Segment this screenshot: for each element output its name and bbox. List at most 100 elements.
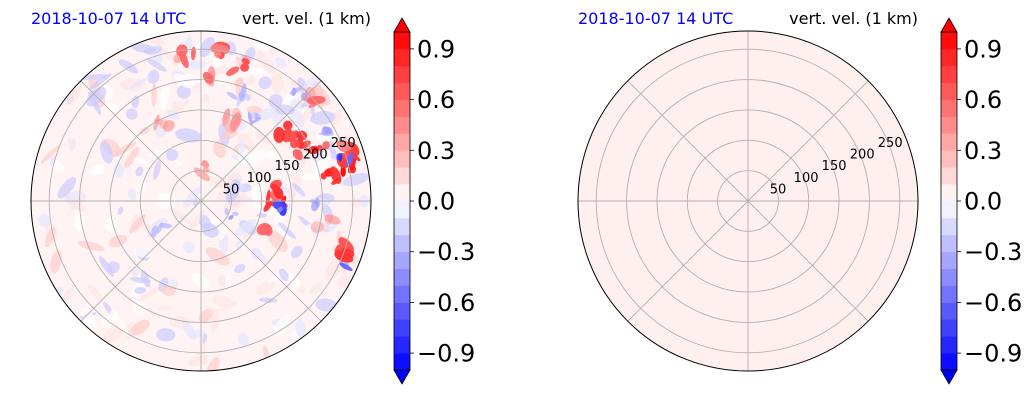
velocity-cell: [246, 105, 263, 114]
velocity-cell: [277, 206, 283, 213]
azimuth-line: [80, 200, 202, 322]
velocity-cell: [274, 57, 287, 68]
colorbar-segment: [394, 336, 410, 354]
velocity-cell: [162, 120, 175, 132]
colorbar-segment: [394, 285, 410, 303]
radial-tick-label: 250: [331, 136, 356, 151]
colorbar-segment: [941, 82, 957, 100]
velocity-cell: [350, 197, 362, 208]
colorbar-segment: [394, 353, 410, 371]
colorbar-tick-label: −0.6: [417, 289, 475, 317]
velocity-cell: [322, 141, 330, 150]
velocity-cell: [172, 101, 185, 113]
velocity-cell: [98, 256, 115, 277]
velocity-cell: [49, 155, 56, 167]
velocity-field: [38, 31, 370, 371]
colorbar-segment: [394, 150, 410, 168]
velocity-cell: [219, 226, 228, 241]
radial-tick-label: 100: [794, 171, 819, 186]
colorbar-tick-label: 0.0: [417, 188, 455, 216]
velocity-cell: [175, 128, 202, 143]
velocity-cell: [214, 49, 222, 58]
velocity-cell: [226, 91, 238, 100]
colorbar-segment: [394, 184, 410, 202]
colorbar-tick-label: −0.6: [964, 289, 1022, 317]
velocity-cell: [268, 230, 288, 253]
velocity-cell: [306, 95, 326, 105]
velocity-cell: [170, 207, 192, 225]
velocity-cell: [135, 166, 144, 177]
colorbar-segment: [941, 268, 957, 286]
velocity-cell: [38, 213, 51, 228]
velocity-cell: [153, 160, 161, 180]
velocity-cell: [199, 37, 215, 58]
velocity-cell: [303, 74, 323, 90]
velocity-cell: [240, 63, 250, 72]
colorbar-tick-labels: −0.9 −0.6 −0.3 0.0 0.3 0.6 0.9: [417, 35, 475, 367]
panel-variable-title: vert. vel. (1 km): [242, 9, 371, 28]
velocity-cell: [308, 146, 319, 155]
velocity-cell: [339, 262, 353, 272]
velocity-cell: [256, 280, 275, 296]
colorbar-tick-label: 0.6: [964, 86, 1002, 114]
velocity-cell: [273, 126, 285, 143]
velocity-cell: [256, 223, 271, 236]
velocity-cell: [255, 132, 271, 144]
colorbar-segment: [941, 48, 957, 67]
polar-panel-right: 2018-10-07 14 UTC vert. vel. (1 km) 50 1…: [577, 9, 1022, 385]
velocity-cell: [153, 114, 160, 131]
velocity-cell: [213, 140, 226, 159]
azimuth-line: [627, 80, 749, 202]
velocity-cell: [334, 250, 354, 263]
colorbar-tick-label: 0.9: [964, 35, 1002, 63]
panel-date-title: 2018-10-07 14 UTC: [578, 9, 733, 28]
colorbar-segment: [394, 268, 410, 286]
velocity-cell: [321, 126, 332, 135]
colorbar-tick-label: −0.3: [964, 238, 1022, 266]
velocity-cell: [226, 66, 240, 76]
velocity-cell: [202, 94, 210, 104]
velocity-cell: [276, 226, 292, 240]
velocity-cell: [140, 270, 151, 288]
velocity-cell: [292, 149, 302, 160]
velocity-cell: [324, 257, 344, 281]
velocity-cell: [124, 147, 140, 169]
velocity-cell: [271, 72, 284, 94]
velocity-cell: [57, 177, 77, 199]
colorbar-segment: [941, 99, 957, 117]
velocity-cell: [279, 268, 289, 282]
velocity-cell: [67, 137, 74, 150]
radial-tick-label: 100: [247, 171, 272, 186]
velocity-cell: [117, 206, 124, 215]
velocity-cell: [300, 92, 308, 101]
radial-tick-labels: 50 100 150 200 250: [223, 136, 356, 198]
velocity-cell: [77, 241, 105, 251]
colorbar-segment: [394, 133, 410, 151]
colorbar-segment: [941, 336, 957, 354]
velocity-cell: [182, 320, 196, 340]
velocity-cell: [223, 193, 248, 212]
colorbar-segment: [941, 353, 957, 371]
velocity-cell: [138, 286, 161, 302]
velocity-cell: [229, 112, 242, 132]
velocity-cell: [88, 91, 102, 115]
velocity-cell: [176, 84, 191, 99]
colorbar-segment: [394, 82, 410, 100]
velocity-cell: [272, 113, 285, 125]
velocity-cell: [263, 200, 273, 212]
velocity-cell: [234, 264, 246, 274]
velocity-cell: [315, 298, 338, 312]
velocity-cell: [202, 333, 208, 344]
velocity-cell: [147, 69, 160, 84]
velocity-cell: [284, 125, 291, 143]
velocity-cell: [112, 141, 137, 158]
velocity-cell: [201, 160, 208, 168]
velocity-cell: [187, 354, 208, 367]
velocity-cell: [44, 227, 56, 248]
colorbar-segment: [394, 116, 410, 134]
velocity-cell: [125, 108, 138, 120]
velocity-cell: [300, 173, 322, 181]
colorbar-segment: [941, 116, 957, 134]
velocity-cell: [256, 51, 276, 74]
